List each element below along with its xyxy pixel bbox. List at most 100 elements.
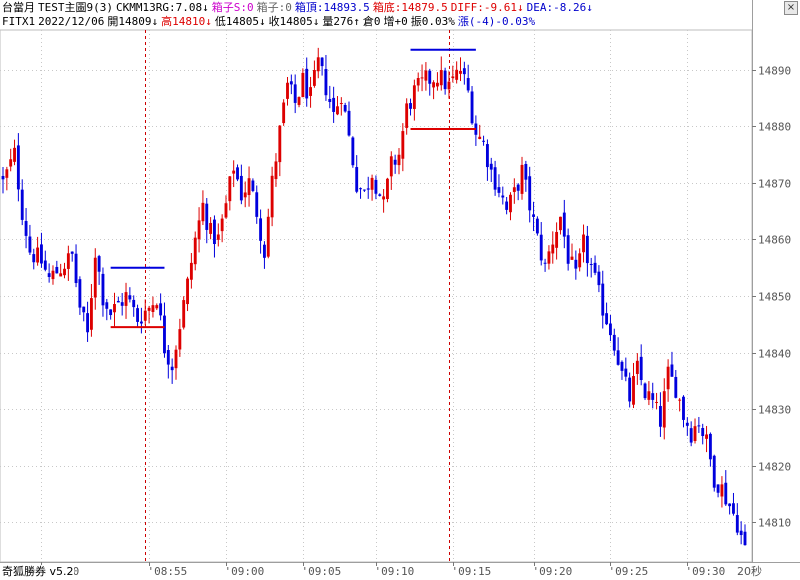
candle-body xyxy=(509,194,512,213)
indicator-header: 台當月 TEST主圖9(3) CKMM13RG:7.08↓ 箱子S:0 箱子:0 箱頂:1… xyxy=(0,0,800,30)
candle-body xyxy=(151,305,155,313)
candle-body xyxy=(366,188,370,190)
quote-line: FITX1 2022/12/06 開14809↓ 高14810↓ 低14805↓ 收148… xyxy=(2,15,538,29)
candle-body xyxy=(697,425,701,427)
candle-body xyxy=(743,531,747,546)
candle-body xyxy=(139,321,143,324)
candle-body xyxy=(474,123,478,135)
candle-body xyxy=(166,350,170,365)
candle-body xyxy=(28,236,32,253)
candle-body xyxy=(70,251,74,254)
candle-body xyxy=(455,69,459,80)
candle-body xyxy=(105,302,109,309)
indicator-value-0: 台當月 xyxy=(2,1,35,14)
candle-body xyxy=(628,377,632,402)
candle-body xyxy=(197,220,201,240)
y-axis: 14810 14820 14830 14840 14850 14860 14870 14880… xyxy=(752,65,791,530)
vertical-markers xyxy=(145,30,450,562)
indicator-line-1: 台當月 TEST主圖9(3) CKMM13RG:7.08↓ 箱子S:0 箱子:0 箱頂:1… xyxy=(2,1,596,15)
candle-body xyxy=(236,167,239,180)
candle-body xyxy=(147,307,151,311)
candle-body xyxy=(286,82,289,99)
candle-body xyxy=(501,195,505,198)
candle-body xyxy=(89,298,93,330)
candle-body xyxy=(578,253,582,268)
candle-body xyxy=(324,69,328,96)
candle-body xyxy=(639,356,643,381)
candle-body xyxy=(570,256,574,260)
candle-body xyxy=(478,136,482,140)
candle-body xyxy=(128,295,132,300)
period-label[interactable]: 20秒 xyxy=(737,565,762,578)
indicator-value-5: 箱頂:14893.5 xyxy=(294,1,370,14)
x-tick-label: '09:30 xyxy=(686,565,726,578)
x-tick-label: '09:10 xyxy=(375,565,415,578)
candle-body xyxy=(47,273,51,278)
candle-body xyxy=(535,218,539,234)
candle-body xyxy=(539,234,543,261)
candle-body xyxy=(309,87,312,96)
y-tick-label: 14890 xyxy=(758,65,791,78)
quote-value-10: 漲(-4)-0.03% xyxy=(457,15,536,28)
candle-body xyxy=(312,70,316,86)
indicator-value-2: CKMM13RG:7.08↓ xyxy=(115,1,209,14)
candle-body xyxy=(497,187,501,193)
candle-body xyxy=(466,78,470,91)
candle-body xyxy=(297,97,301,105)
indicator-value-3: 箱子S:0 xyxy=(211,1,254,14)
candle-body xyxy=(597,271,601,286)
candle-body xyxy=(386,178,389,200)
candle-body xyxy=(232,170,236,174)
candle-body xyxy=(716,484,720,493)
indicator-value-7: DIFF:-9.61↓ xyxy=(450,1,524,14)
candle-body xyxy=(374,179,378,194)
y-tick-label: 14820 xyxy=(758,461,791,474)
candle-body xyxy=(489,163,493,170)
candle-body xyxy=(732,503,735,514)
candle-body xyxy=(397,154,401,166)
candle-body xyxy=(378,194,382,196)
candle-body xyxy=(559,216,562,231)
candle-body xyxy=(355,167,359,192)
close-button[interactable]: × xyxy=(784,1,798,15)
candle-body xyxy=(220,218,224,232)
x-tick-label: '09:25 xyxy=(609,565,649,578)
candle-body xyxy=(74,253,78,284)
candle-body xyxy=(635,360,639,374)
candle-body xyxy=(101,273,105,306)
candle-body xyxy=(701,428,705,437)
candle-body xyxy=(193,237,197,265)
grid xyxy=(0,0,800,563)
candle-body xyxy=(113,304,116,313)
candle-body xyxy=(186,278,189,305)
candle-body xyxy=(516,184,520,191)
candle-body xyxy=(589,263,593,265)
candle-body xyxy=(20,189,24,220)
x-tick-label: '09:05 xyxy=(302,565,342,578)
candle-body xyxy=(339,102,343,104)
candle-body xyxy=(647,391,651,400)
candle-body xyxy=(574,259,578,269)
candle-body xyxy=(685,422,689,426)
candle-body xyxy=(278,125,282,163)
candle-body xyxy=(205,203,209,230)
candle-body xyxy=(412,85,416,109)
candle-body xyxy=(174,349,178,369)
candle-body xyxy=(666,366,670,390)
indicator-value-6: 箱底:14879.5 xyxy=(372,1,448,14)
indicator-value-4: 箱子:0 xyxy=(256,1,292,14)
x-tick-label: '09:20 xyxy=(533,565,573,578)
candle-body xyxy=(555,231,559,248)
candle-body xyxy=(59,273,63,277)
candle-body xyxy=(655,401,659,403)
candle-body xyxy=(520,164,524,194)
candle-body xyxy=(259,218,263,241)
candle-body xyxy=(247,178,251,196)
quote-value-7: 倉0 xyxy=(362,15,381,28)
candle-body xyxy=(251,180,255,191)
y-tick-label: 14810 xyxy=(758,517,791,530)
quote-value-6: 量276↑ xyxy=(322,15,360,28)
candle-body xyxy=(712,455,716,488)
indicator-value-1: TEST主圖9(3) xyxy=(38,1,113,14)
